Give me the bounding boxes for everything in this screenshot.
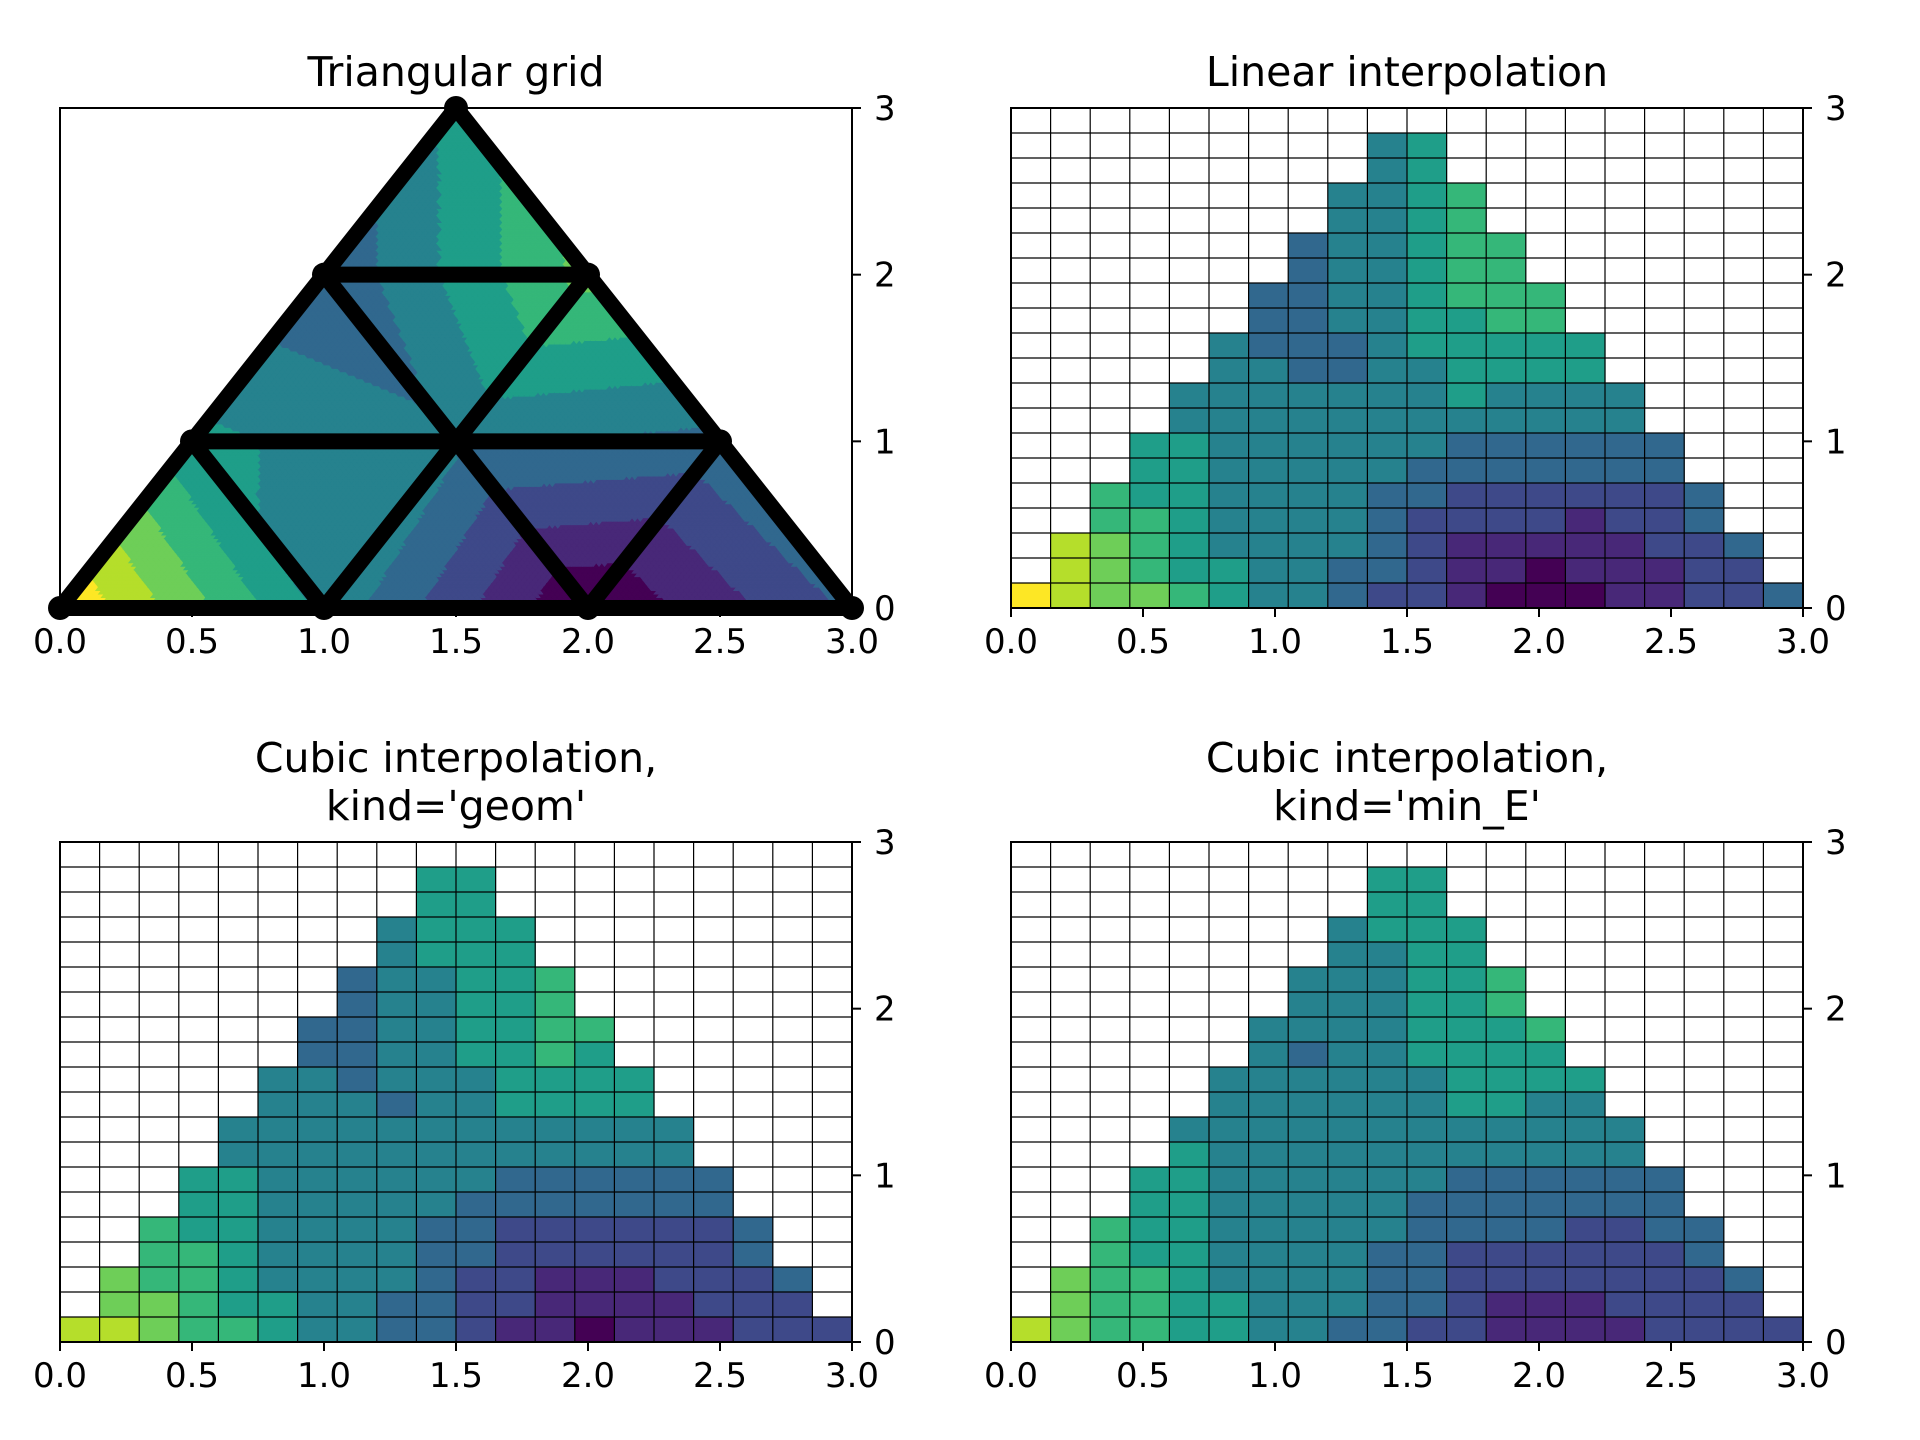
subplots: 0.0 0.5 1.0 1.5 2.0 2.5 3.00123Triangular grid…: [33, 48, 1847, 1396]
subplot-1: 0.0 0.5 1.0 1.5 2.0 2.5 3.00123Triangular grid: [33, 48, 896, 662]
